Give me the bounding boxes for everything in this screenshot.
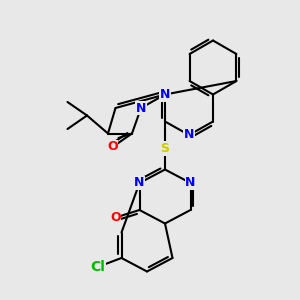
Text: Cl: Cl — [90, 260, 105, 274]
Text: N: N — [160, 88, 170, 101]
Text: N: N — [134, 176, 145, 190]
Text: O: O — [110, 211, 121, 224]
Text: N: N — [185, 176, 196, 190]
Text: N: N — [184, 128, 194, 142]
Text: N: N — [136, 101, 146, 115]
Text: O: O — [107, 140, 118, 154]
Text: S: S — [160, 142, 169, 155]
